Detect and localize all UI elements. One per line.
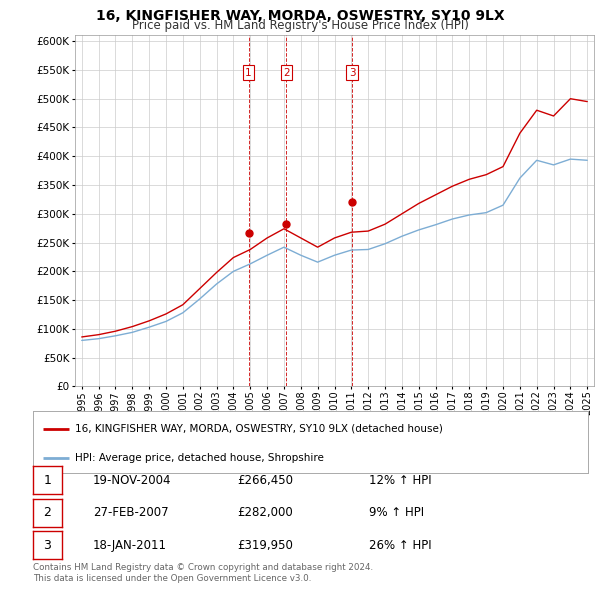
Text: 3: 3 bbox=[349, 68, 356, 78]
Text: 3: 3 bbox=[43, 539, 52, 552]
Text: 18-JAN-2011: 18-JAN-2011 bbox=[93, 539, 167, 552]
Text: 12% ↑ HPI: 12% ↑ HPI bbox=[369, 474, 431, 487]
Text: 19-NOV-2004: 19-NOV-2004 bbox=[93, 474, 172, 487]
Text: 16, KINGFISHER WAY, MORDA, OSWESTRY, SY10 9LX (detached house): 16, KINGFISHER WAY, MORDA, OSWESTRY, SY1… bbox=[74, 424, 443, 434]
Text: 1: 1 bbox=[245, 68, 252, 78]
Text: This data is licensed under the Open Government Licence v3.0.: This data is licensed under the Open Gov… bbox=[33, 574, 311, 583]
Text: 9% ↑ HPI: 9% ↑ HPI bbox=[369, 506, 424, 519]
Text: 16, KINGFISHER WAY, MORDA, OSWESTRY, SY10 9LX: 16, KINGFISHER WAY, MORDA, OSWESTRY, SY1… bbox=[95, 9, 505, 23]
Text: £282,000: £282,000 bbox=[237, 506, 293, 519]
Text: HPI: Average price, detached house, Shropshire: HPI: Average price, detached house, Shro… bbox=[74, 453, 323, 463]
Text: £319,950: £319,950 bbox=[237, 539, 293, 552]
Text: 26% ↑ HPI: 26% ↑ HPI bbox=[369, 539, 431, 552]
Text: Contains HM Land Registry data © Crown copyright and database right 2024.: Contains HM Land Registry data © Crown c… bbox=[33, 563, 373, 572]
Text: 27-FEB-2007: 27-FEB-2007 bbox=[93, 506, 169, 519]
Text: 2: 2 bbox=[283, 68, 290, 78]
Text: £266,450: £266,450 bbox=[237, 474, 293, 487]
Text: 2: 2 bbox=[43, 506, 52, 519]
Text: 1: 1 bbox=[43, 474, 52, 487]
Text: Price paid vs. HM Land Registry's House Price Index (HPI): Price paid vs. HM Land Registry's House … bbox=[131, 19, 469, 32]
